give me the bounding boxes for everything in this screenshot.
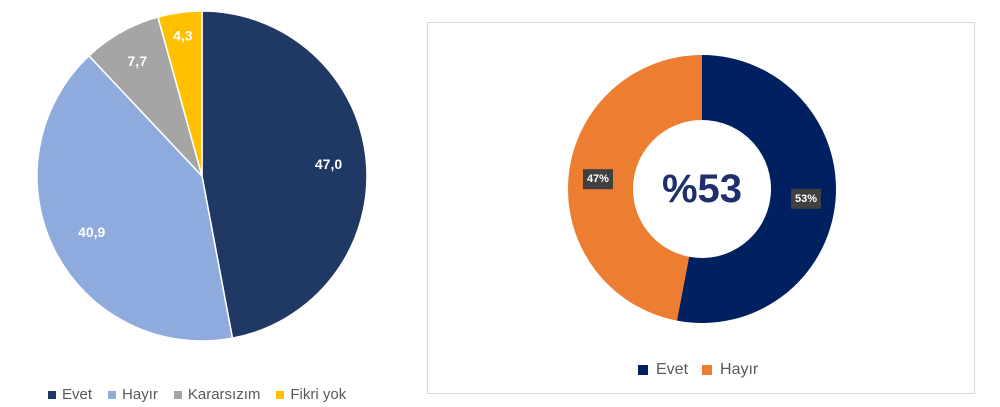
legend-label: Hayır — [122, 386, 158, 403]
donut-center-label: %53 — [662, 167, 742, 211]
legend-item-kararsizim: Kararsızım — [173, 386, 261, 403]
legend-swatch — [702, 365, 713, 375]
legend-item-evet: Evet — [638, 361, 688, 379]
legend-label: Evet — [656, 361, 689, 378]
legend-swatch — [48, 390, 56, 399]
pie-slice-hayir — [36, 54, 234, 342]
pie-slice-fikri-yok — [156, 10, 203, 177]
legend-label: Evet — [62, 386, 93, 403]
legend-swatch — [638, 365, 648, 375]
pie-slice-evet — [201, 10, 368, 340]
legend-item-hayir: Hayır — [108, 386, 158, 403]
pie-chart-1: 47,0 40,9 7,7 4,3 — [36, 10, 368, 342]
legend-item-hayir: Hayır — [702, 361, 758, 379]
legend-item-evet: Evet — [48, 386, 92, 403]
legend-swatch — [276, 390, 285, 399]
pie-chart-1-legend: Evet Hayır Kararsızım Fikri yok — [48, 386, 362, 403]
legend-label: Hayır — [720, 361, 759, 378]
legend-label: Fikri yok — [290, 386, 347, 403]
data-label-kararsizim: 7,7 — [128, 53, 148, 69]
data-label-box — [582, 169, 613, 190]
data-label-evet: 47,0 — [315, 156, 342, 172]
donut-data-label-evet: 53% — [791, 188, 822, 209]
donut-chart-legend: Evet Hayır — [638, 361, 772, 379]
data-label-text: 53% — [795, 193, 817, 205]
donut-chart-panel: 53% 47% %53 Evet Hayır — [427, 22, 975, 394]
legend-label: Kararsızım — [187, 386, 261, 403]
legend-item-fikri-yok: Fikri yok — [276, 386, 346, 403]
legend-swatch — [173, 390, 182, 399]
legend-swatch — [108, 390, 117, 399]
data-label-hayir: 40,9 — [78, 224, 105, 240]
donut-slice-hayir — [568, 55, 702, 321]
data-label-box — [791, 188, 822, 209]
data-label-fikri-yok: 4,3 — [173, 27, 193, 43]
data-label-text: 47% — [587, 173, 609, 185]
donut-slice-evet — [676, 55, 836, 324]
donut-chart: 53% 47% %53 — [568, 55, 836, 324]
donut-data-label-hayir: 47% — [582, 169, 613, 190]
